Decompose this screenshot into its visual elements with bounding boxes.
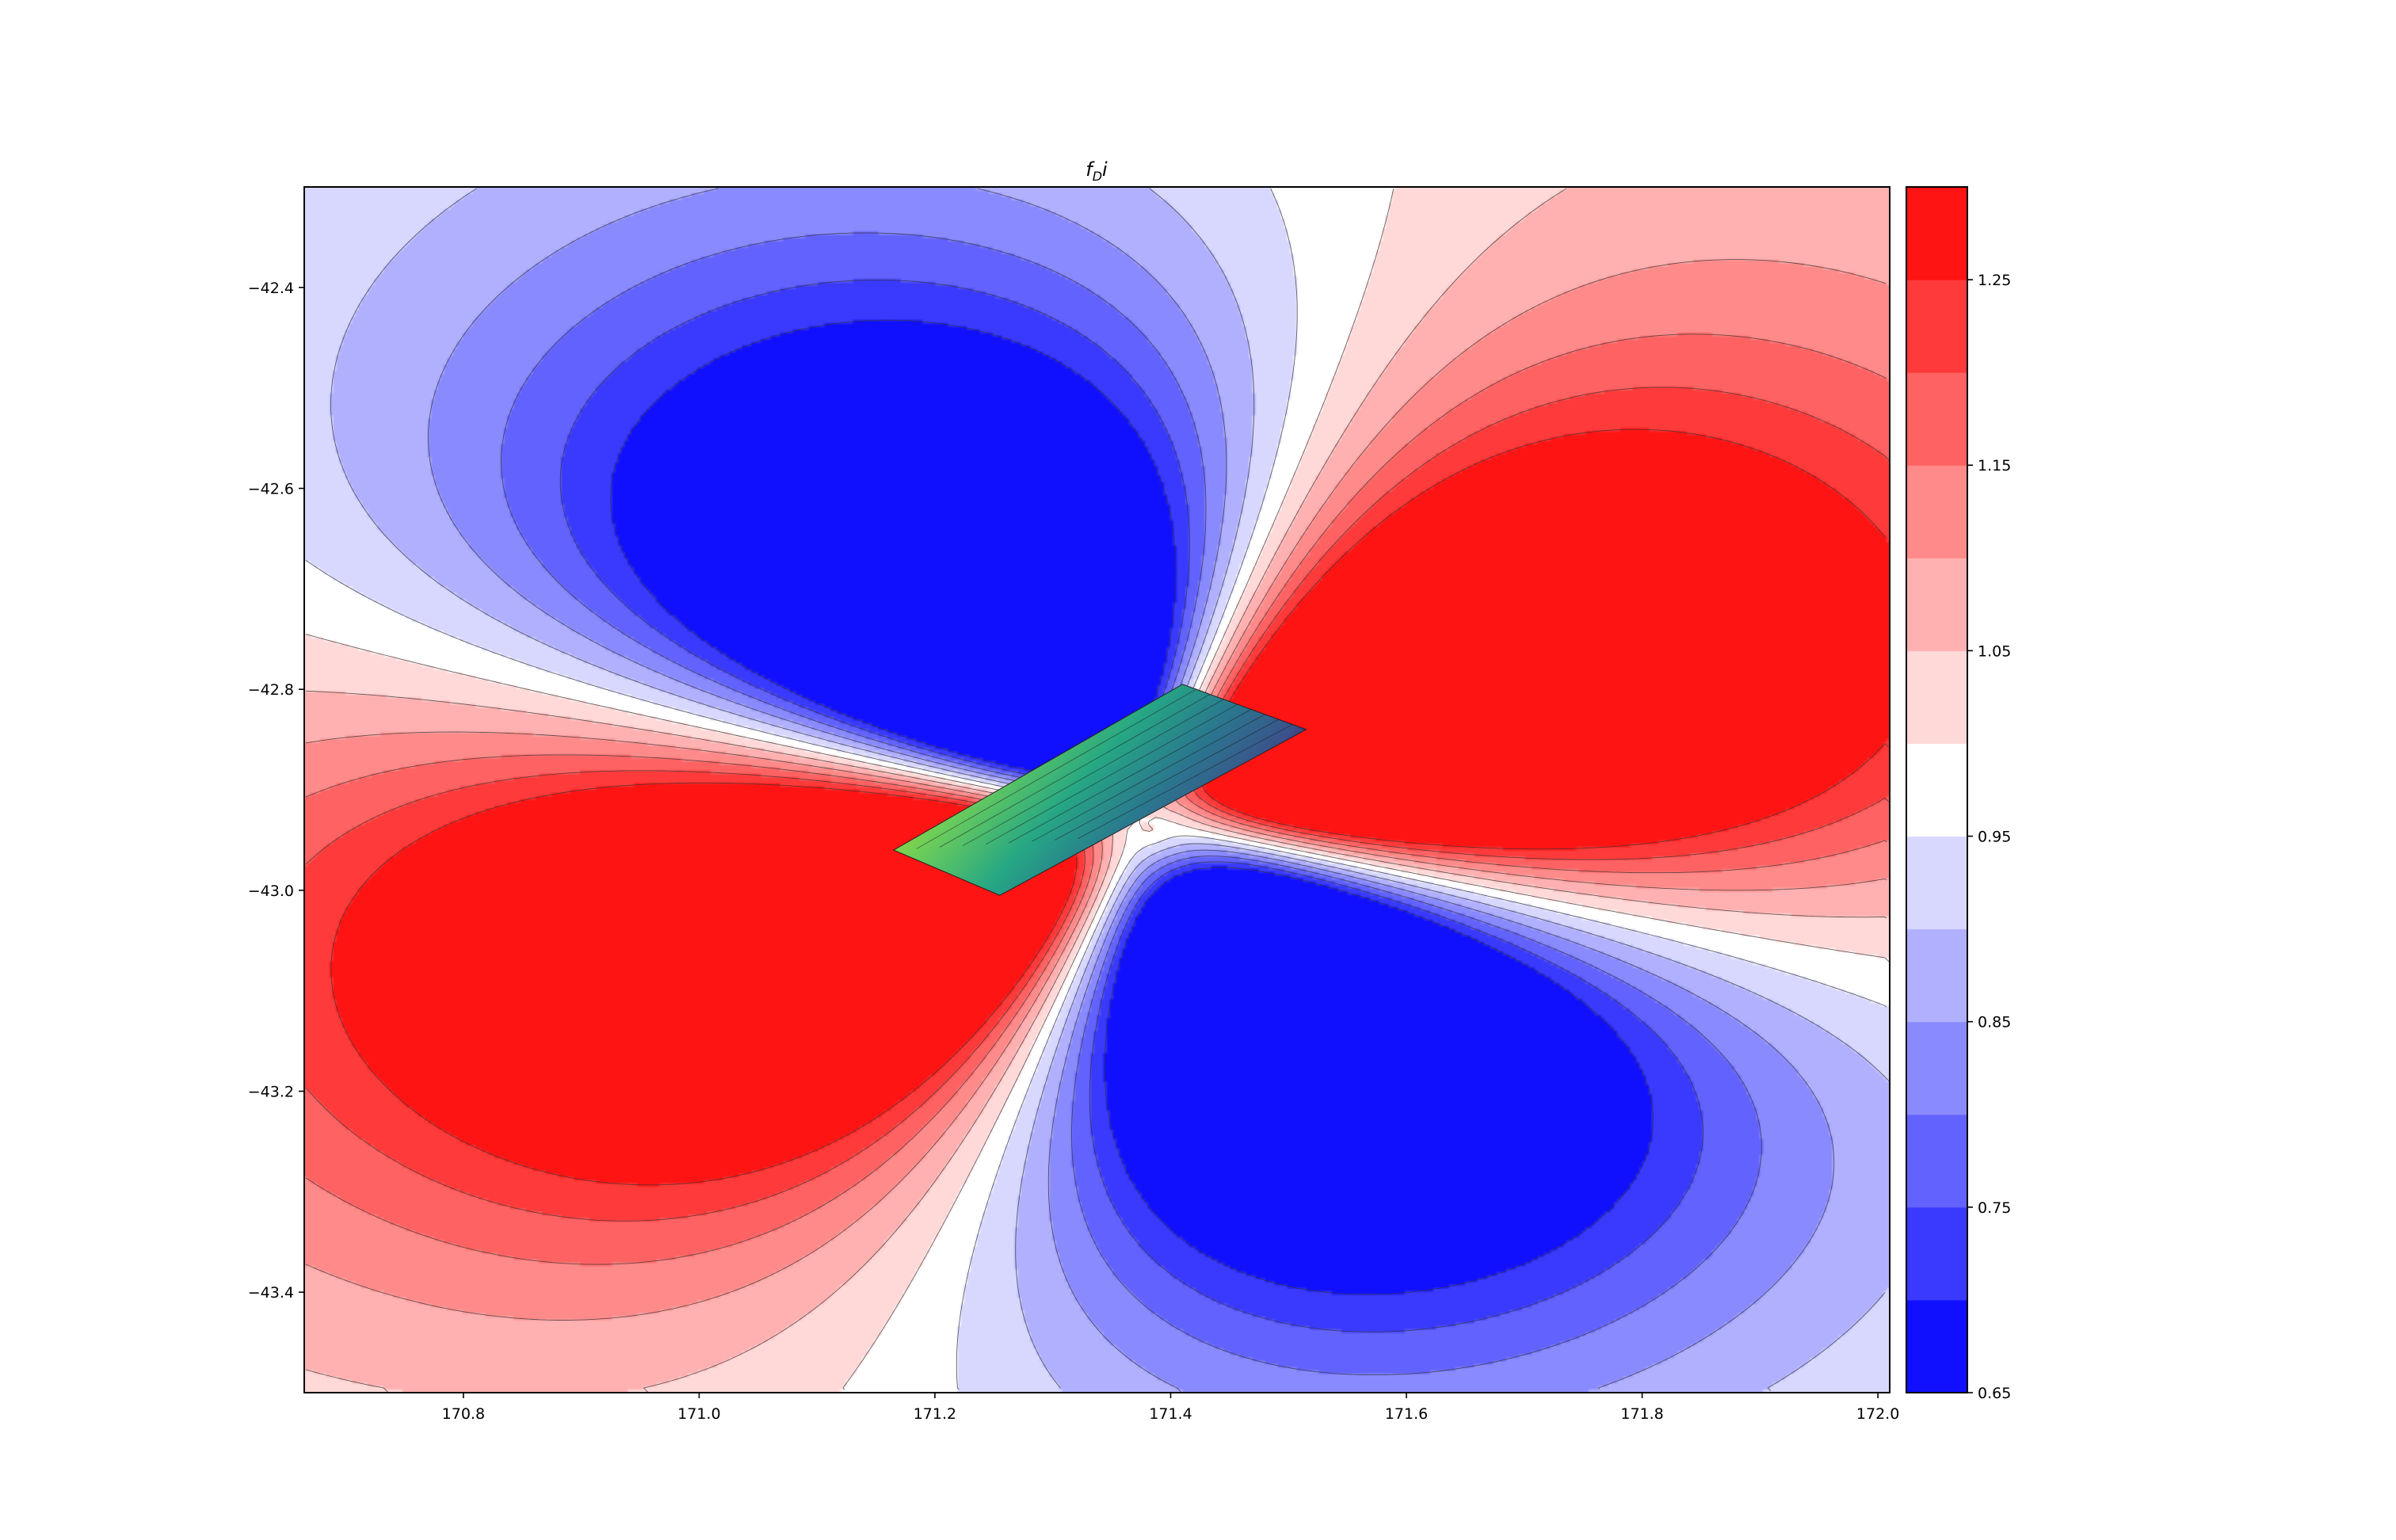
x-tick-label: 171.8 (1620, 1405, 1663, 1423)
plot-area (303, 186, 1890, 1393)
colorbar-band (1906, 280, 1967, 373)
y-tick-label: −42.6 (248, 481, 294, 498)
colorbar-frame (1906, 186, 1968, 1393)
contour-line (305, 334, 1887, 1265)
colorbar-band (1906, 1114, 1967, 1208)
chart-title: fDi (1085, 158, 1108, 184)
x-axis: 170.8 171.0 171.2 171.4 171.6 171.8 172.0 (442, 1393, 1899, 1423)
contour-line (330, 188, 1890, 1392)
colorbar-tick-label: 1.25 (1978, 272, 2011, 289)
colorbar-band (1906, 187, 1967, 280)
colorbar-band (1906, 465, 1967, 558)
contour-line (305, 387, 1890, 1222)
colorbar-band (1906, 1299, 1967, 1393)
colorbar-band (1906, 372, 1967, 466)
colorbar-tick-label: 1.15 (1978, 457, 2011, 475)
contour-line (305, 188, 1887, 1390)
colorbar-band (1906, 1206, 1967, 1301)
contour-line (610, 319, 1654, 1295)
y-tick-label: −42.4 (248, 280, 294, 297)
colorbar: 0.65 0.75 0.85 0.95 1.05 1.15 1.25 (1906, 186, 2011, 1402)
colorbar-band (1906, 1021, 1967, 1115)
y-tick-label: −43.0 (248, 882, 294, 900)
colorbar-band (1906, 743, 1967, 837)
x-tick-label: 171.6 (1385, 1405, 1428, 1423)
contour-line (559, 279, 1704, 1332)
fault-patch-line (985, 703, 1238, 845)
fault-patch-line (1008, 709, 1252, 844)
colorbar-band (1906, 928, 1967, 1023)
contour-line (305, 188, 1887, 1393)
colorbar-tick-label: 1.05 (1978, 642, 2011, 660)
fault-patch-line (1055, 719, 1280, 841)
colorbar-band (1906, 650, 1967, 744)
fault-patch-line (916, 688, 1196, 849)
colorbar-tick-label: 0.85 (1978, 1014, 2011, 1031)
y-tick-label: −42.8 (248, 681, 294, 699)
fault-patch-line (962, 699, 1224, 847)
colorbar-tick-label: 0.75 (1978, 1199, 2011, 1217)
colorbar-band (1906, 558, 1967, 651)
x-tick-label: 171.2 (914, 1405, 956, 1423)
colorbar-tick-label: 0.65 (1978, 1385, 2011, 1402)
y-tick-label: −43.2 (248, 1084, 294, 1101)
y-tick-label: −43.4 (248, 1284, 294, 1302)
x-tick-label: 171.4 (1149, 1405, 1192, 1423)
contour-line (428, 188, 1835, 1393)
y-axis: −42.4 −42.6 −42.8 −43.0 −43.2 −43.4 (248, 280, 304, 1302)
x-tick-label: 170.8 (442, 1405, 485, 1423)
fault-patch-line (1078, 724, 1293, 840)
colorbar-band (1906, 836, 1967, 930)
contour-line (305, 259, 1887, 1321)
fault-patch-line (1031, 714, 1265, 842)
x-tick-label: 171.0 (677, 1405, 720, 1423)
colorbar-tick-label: 0.95 (1978, 829, 2011, 846)
x-tick-label: 172.0 (1856, 1405, 1899, 1423)
fault-patch-contours (916, 688, 1293, 849)
plot-frame (303, 186, 1890, 1393)
fault-patch (892, 684, 1307, 896)
fault-patch-line (939, 694, 1211, 848)
